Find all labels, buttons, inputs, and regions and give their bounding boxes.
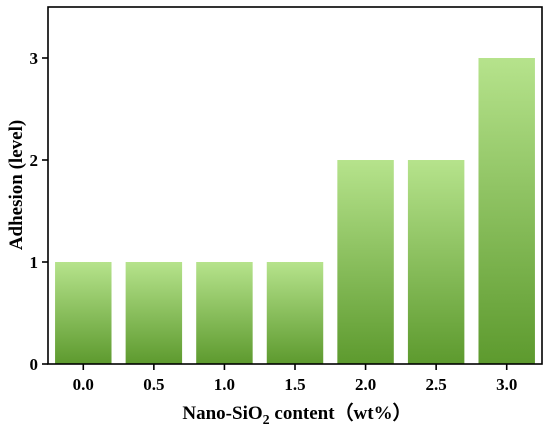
- x-axis-ticks: 0.0 0.5 1.0 1.5 2.0 2.5 3.0: [73, 364, 517, 394]
- y-tick-label: 1: [30, 253, 39, 272]
- y-tick-label: 2: [30, 151, 39, 170]
- bar-3.0: [478, 58, 535, 364]
- bar-1.0: [196, 262, 253, 364]
- y-axis-ticks: 0 1 2 3: [30, 49, 48, 374]
- bars: [55, 58, 535, 364]
- bar-0.5: [125, 262, 183, 364]
- bar-2.0: [337, 160, 394, 364]
- x-axis-label-subscript: 2: [263, 413, 270, 428]
- x-tick-label: 0.0: [73, 375, 94, 394]
- x-axis-label-suffix: content（wt%）: [270, 401, 412, 424]
- y-tick-label: 0: [30, 355, 39, 374]
- bar-0.0: [55, 262, 112, 364]
- x-axis-label: Nano-SiO2 content（wt%）: [182, 401, 411, 428]
- bar-2.5: [407, 160, 465, 364]
- x-tick-label: 2.5: [426, 375, 447, 394]
- y-tick-label: 3: [30, 49, 39, 68]
- x-tick-label: 0.5: [143, 375, 164, 394]
- y-axis-label: Adhesion (level): [6, 120, 27, 250]
- x-axis-label-prefix: Nano-SiO: [182, 403, 262, 424]
- x-tick-label: 2.0: [355, 375, 376, 394]
- x-tick-label: 1.5: [284, 375, 305, 394]
- x-tick-label: 3.0: [496, 375, 517, 394]
- x-tick-label: 1.0: [214, 375, 235, 394]
- bar-1.5: [266, 262, 324, 364]
